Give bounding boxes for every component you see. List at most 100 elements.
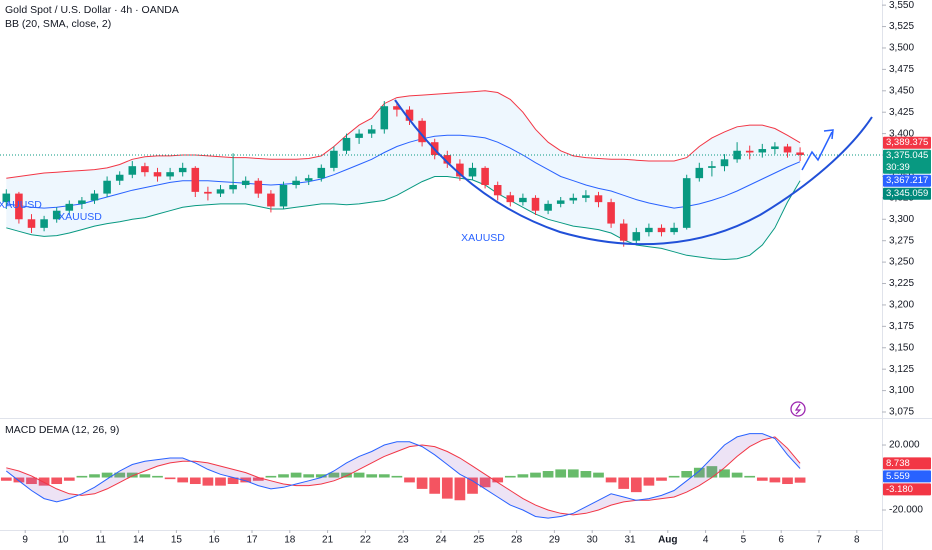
- y-tick-label: 3,500: [889, 43, 914, 54]
- y-tick-label: 3,550: [889, 0, 914, 11]
- candle-body: [544, 203, 552, 211]
- macd-label: MACD DEMA (12, 26, 9): [5, 424, 119, 436]
- histogram-bar: [202, 477, 214, 486]
- macd-pane: 20.000 -20.000 8.738 5.559 -3.180: [0, 433, 931, 519]
- histogram-bar: [189, 477, 201, 485]
- x-tick-label: 28: [511, 535, 523, 546]
- histogram-bar: [366, 474, 378, 478]
- histogram-bar: [265, 475, 277, 478]
- candle-body: [330, 150, 338, 168]
- histogram-bar: [756, 477, 768, 481]
- candle-body: [783, 146, 792, 153]
- x-tick-label: 21: [322, 535, 334, 546]
- y-tick-label: 3,450: [889, 85, 914, 96]
- value-tag-label: 8.738: [886, 458, 910, 469]
- candle-body: [128, 166, 137, 175]
- x-tick-label: 6: [778, 535, 784, 546]
- candle-body: [569, 197, 578, 201]
- y-tick-label: 3,100: [889, 385, 914, 396]
- candle-body: [254, 180, 263, 194]
- y-tick-label: 3,150: [889, 342, 914, 353]
- drawn-curve: [394, 99, 873, 246]
- candle-body: [65, 203, 74, 211]
- x-tick-label: Aug: [658, 535, 677, 546]
- candle-body: [493, 185, 502, 196]
- x-tick-label: 4: [703, 535, 709, 546]
- candle-body: [670, 227, 678, 233]
- candle-body: [481, 167, 489, 186]
- candle-body: [153, 172, 162, 177]
- x-tick-label: 22: [360, 535, 372, 546]
- histogram-bar: [26, 477, 37, 485]
- bb-line: [6, 134, 801, 209]
- x-tick-label: 24: [435, 535, 447, 546]
- histogram-bar: [668, 475, 680, 478]
- x-tick-label: 10: [57, 535, 69, 546]
- histogram-bar: [126, 472, 138, 478]
- candle-body: [52, 210, 61, 220]
- histogram-bar: [504, 475, 516, 478]
- candle-body: [733, 150, 741, 160]
- histogram-bar: [429, 477, 441, 494]
- x-tick-label: 8: [854, 535, 860, 546]
- histogram-bar: [479, 477, 491, 488]
- x-tick-label: 9: [22, 535, 28, 546]
- candle-body: [279, 185, 288, 207]
- candle-body: [304, 178, 313, 181]
- histogram-bar: [290, 472, 302, 478]
- candle-body: [216, 189, 225, 194]
- candle-body: [443, 155, 452, 164]
- histogram-bar: [454, 477, 466, 501]
- histogram-bar: [13, 477, 25, 483]
- histogram-bar: [630, 477, 642, 493]
- y-tick-label: 3,075: [889, 407, 914, 418]
- histogram-bar: [341, 472, 352, 478]
- candle-body: [115, 174, 124, 181]
- signal-line: [6, 436, 801, 516]
- candle-body: [556, 200, 565, 204]
- histogram-bar: [404, 477, 415, 483]
- histogram-bar: [693, 467, 705, 478]
- candle-body: [2, 193, 11, 203]
- x-tick-label: 16: [209, 535, 221, 546]
- histogram-bar: [378, 474, 390, 478]
- alert-icon[interactable]: [790, 401, 806, 417]
- histogram-bar: [353, 472, 365, 478]
- value-tag-label: -3.180: [886, 484, 913, 495]
- histogram-bar: [441, 477, 453, 499]
- x-tick-label: 29: [549, 535, 561, 546]
- candle-body: [90, 193, 99, 201]
- x-tick-label: 30: [587, 535, 599, 546]
- candle-body: [367, 129, 376, 134]
- candle-body: [27, 219, 36, 228]
- x-tick-label: 11: [96, 535, 107, 546]
- candle-body: [657, 227, 666, 233]
- candle-body: [15, 193, 23, 220]
- value-tag: [883, 136, 931, 149]
- candle-body: [645, 227, 653, 233]
- histogram-bar: [769, 477, 781, 483]
- value-tag: [883, 470, 931, 483]
- candle-body: [380, 106, 389, 130]
- candle-body: [796, 152, 804, 155]
- histogram-bar: [252, 477, 264, 481]
- value-tag-label: 3,375.045: [886, 150, 928, 161]
- histogram-bar: [303, 474, 315, 478]
- candle-body: [468, 167, 477, 177]
- candle-body: [720, 159, 729, 167]
- macd-signal-fill: [6, 433, 801, 519]
- x-tick-label: 31: [624, 535, 636, 546]
- annotation: XAUUSD: [0, 199, 42, 211]
- candle-body: [506, 195, 515, 203]
- candle-body: [342, 137, 351, 151]
- histogram-bar: [63, 477, 75, 481]
- chart-title: Gold Spot / U.S. Dollar · 4h · OANDA: [5, 4, 179, 16]
- bb-line: [6, 90, 801, 179]
- y-tick-label: 3,425: [889, 107, 914, 118]
- candle-body: [355, 133, 363, 138]
- candle-body: [229, 185, 237, 190]
- bb-line: [6, 176, 801, 261]
- value-tag: [883, 149, 931, 174]
- y-tick-label: 3,225: [889, 278, 914, 289]
